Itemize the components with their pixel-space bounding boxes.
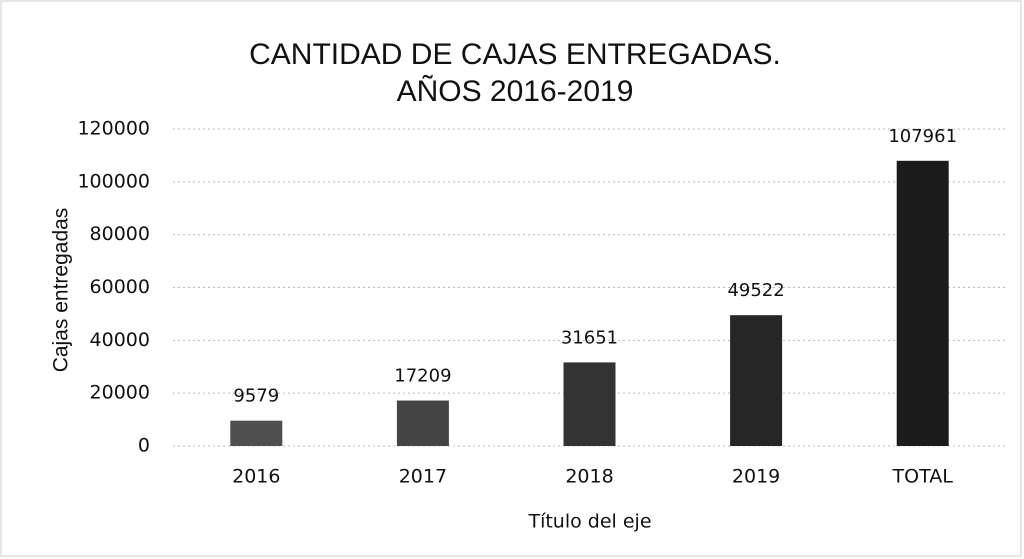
- bar: [730, 315, 783, 446]
- data-label: 49522: [727, 280, 784, 301]
- bar: [896, 160, 949, 446]
- bar: [230, 420, 283, 446]
- x-axis-title: Título del eje: [527, 511, 651, 533]
- y-tick-label: 120000: [77, 118, 150, 140]
- data-label: 9579: [233, 386, 279, 407]
- y-tick-label: 80000: [90, 223, 150, 245]
- x-tick-label: 2019: [732, 466, 780, 488]
- data-label: 17209: [394, 366, 451, 387]
- chart-title: CANTIDAD DE CAJAS ENTREGADAS.: [249, 38, 781, 71]
- y-tick-label: 20000: [90, 382, 150, 404]
- y-axis-title: Cajas entregadas: [50, 208, 73, 373]
- bar: [396, 400, 449, 446]
- y-tick-label: 0: [138, 435, 150, 457]
- x-tick-label: 2016: [232, 466, 280, 488]
- chart-title: AÑOS 2016-2019: [397, 74, 634, 108]
- bar: [563, 362, 616, 446]
- data-label: 107961: [888, 126, 957, 147]
- x-tick-label: 2018: [565, 466, 613, 488]
- y-tick-label: 60000: [90, 276, 150, 298]
- y-tick-label: 40000: [90, 329, 150, 351]
- y-tick-label: 100000: [77, 170, 150, 192]
- x-tick-label: 2017: [399, 466, 447, 488]
- data-label: 31651: [561, 327, 618, 348]
- x-tick-label: TOTAL: [892, 466, 954, 488]
